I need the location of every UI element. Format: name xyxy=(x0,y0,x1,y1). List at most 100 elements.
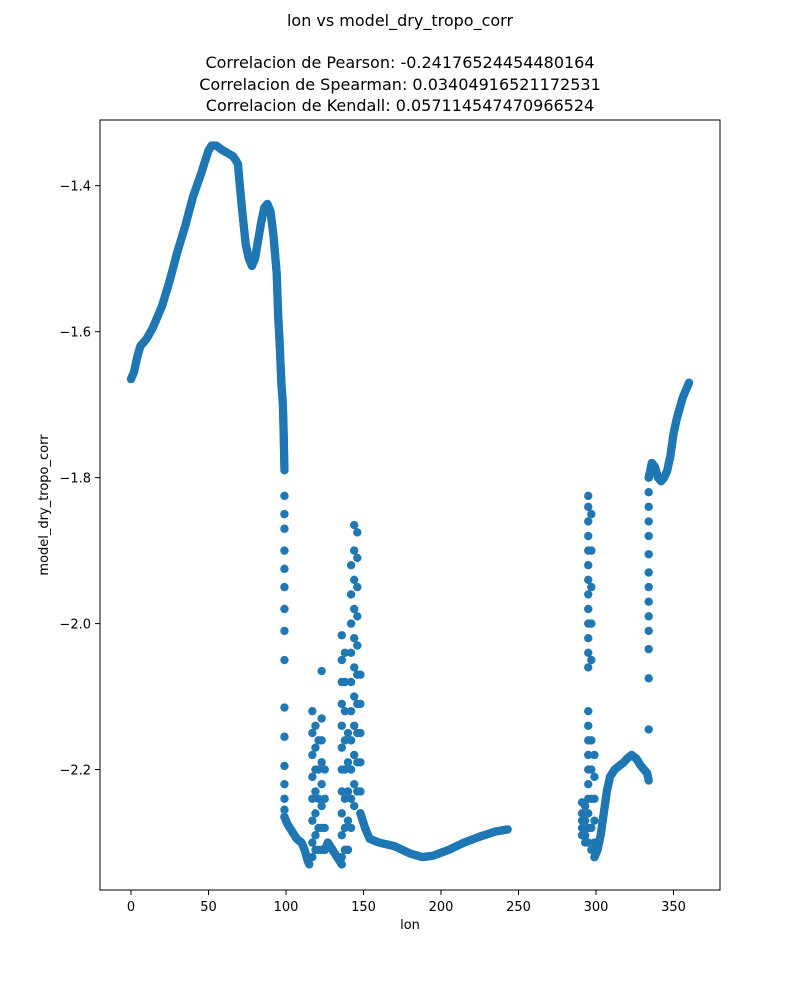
data-point xyxy=(340,706,350,716)
data-point xyxy=(584,838,593,847)
data-point xyxy=(340,648,350,657)
data-point xyxy=(343,787,353,796)
data-point xyxy=(280,509,289,519)
data-point xyxy=(317,758,326,767)
data-point xyxy=(305,860,314,869)
data-point xyxy=(584,706,593,716)
data-point xyxy=(590,794,599,803)
data-point xyxy=(343,758,353,767)
data-point xyxy=(317,736,326,745)
data-point xyxy=(580,831,590,840)
data-point xyxy=(644,674,653,683)
data-point xyxy=(353,553,362,563)
data-point xyxy=(350,779,359,789)
data-point xyxy=(353,528,362,537)
data-point xyxy=(584,634,593,643)
chart-title: lon vs model_dry_tropo_corr xyxy=(286,11,514,30)
data-point xyxy=(350,801,359,811)
y-tick-label: −1.6 xyxy=(59,326,91,341)
data-point xyxy=(644,502,653,512)
data-point xyxy=(356,787,365,796)
data-point xyxy=(337,631,346,640)
data-point xyxy=(346,648,356,657)
data-point xyxy=(356,728,365,738)
data-point xyxy=(337,655,346,665)
y-tick-label: −1.4 xyxy=(59,180,91,195)
data-point xyxy=(584,604,593,614)
x-tick-label: 0 xyxy=(127,900,135,915)
data-point xyxy=(346,823,356,833)
data-point xyxy=(280,794,289,803)
data-point xyxy=(644,517,653,526)
data-point xyxy=(314,765,323,774)
data-point xyxy=(320,823,329,833)
data-point xyxy=(584,517,593,526)
data-point xyxy=(644,597,653,606)
data-point xyxy=(587,509,596,519)
data-point xyxy=(343,728,353,738)
data-point xyxy=(587,765,596,774)
data-point xyxy=(308,728,317,738)
data-point xyxy=(350,520,359,530)
data-point xyxy=(308,772,317,782)
data-point xyxy=(580,801,590,811)
data-point xyxy=(644,568,653,577)
data-point xyxy=(317,666,326,676)
data-point xyxy=(584,809,593,818)
data-point xyxy=(590,816,599,825)
data-point xyxy=(503,825,512,834)
data-point xyxy=(337,699,346,709)
data-point xyxy=(587,546,596,555)
data-point xyxy=(311,743,320,752)
data-point xyxy=(308,750,317,760)
data-point xyxy=(350,546,359,555)
data-point xyxy=(280,466,289,475)
data-point xyxy=(343,845,353,855)
data-point xyxy=(584,502,593,512)
data-point xyxy=(337,852,346,862)
data-point xyxy=(337,721,346,730)
data-point xyxy=(587,582,596,592)
data-point xyxy=(308,816,317,825)
data-point xyxy=(584,575,593,585)
data-point xyxy=(340,765,350,774)
chart-subtitle-kendall: Correlacion de Kendall: 0.05711454747096… xyxy=(205,96,595,115)
data-point xyxy=(280,655,289,665)
data-point xyxy=(280,761,289,771)
data-point xyxy=(353,582,362,592)
data-point xyxy=(337,743,346,752)
x-tick-label: 300 xyxy=(584,900,609,915)
data-point xyxy=(584,491,593,501)
data-point xyxy=(587,619,596,628)
data-point xyxy=(343,816,353,825)
data-point xyxy=(346,561,356,570)
data-point xyxy=(584,561,593,570)
data-point xyxy=(350,604,359,614)
x-tick-label: 150 xyxy=(351,900,376,915)
data-point xyxy=(353,641,362,650)
data-point xyxy=(346,706,356,716)
data-point xyxy=(644,612,653,621)
data-point xyxy=(280,732,289,741)
data-point xyxy=(280,626,289,636)
data-point xyxy=(584,663,593,672)
data-point xyxy=(587,736,596,745)
data-point xyxy=(590,772,599,782)
data-point xyxy=(308,794,317,803)
data-point xyxy=(320,765,329,774)
data-point xyxy=(280,564,289,574)
chart-subtitle-spearman: Correlacion de Spearman: 0.0340491652117… xyxy=(199,75,601,94)
data-point xyxy=(280,582,289,592)
x-tick-label: 100 xyxy=(274,900,299,915)
data-point xyxy=(644,725,653,734)
data-point xyxy=(350,663,359,672)
data-point xyxy=(350,750,359,760)
x-tick-label: 50 xyxy=(200,900,217,915)
y-axis-label: model_dry_tropo_corr xyxy=(37,434,52,576)
data-point xyxy=(280,524,289,533)
data-point xyxy=(280,703,289,712)
data-point xyxy=(346,794,356,803)
data-point xyxy=(644,531,653,541)
data-point xyxy=(340,677,350,687)
x-axis-label: lon xyxy=(400,918,420,933)
